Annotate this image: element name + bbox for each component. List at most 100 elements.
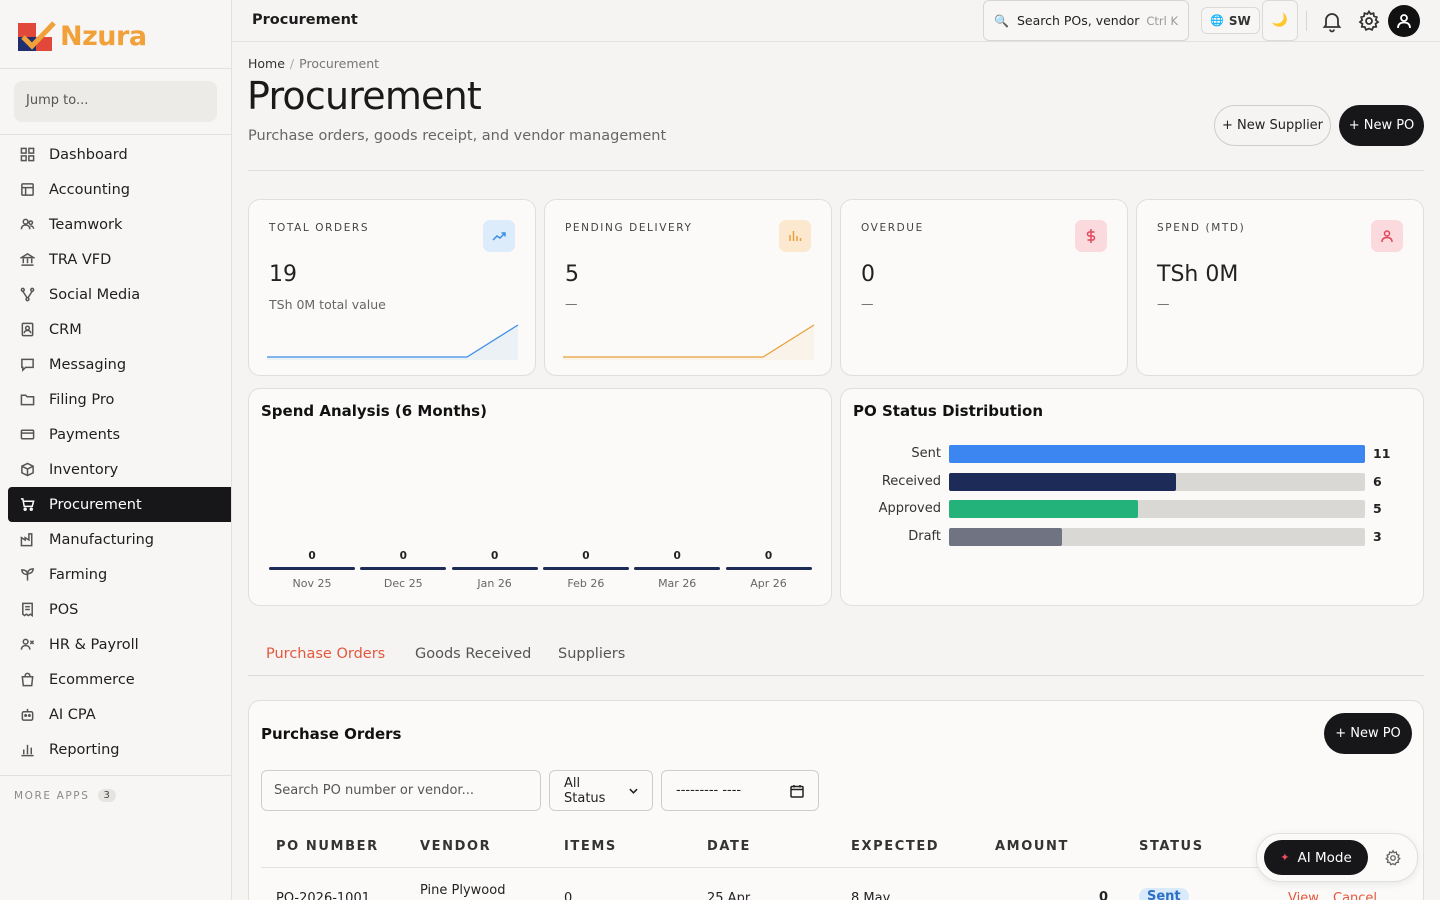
language-button[interactable]: 🌐 SW [1201, 7, 1260, 34]
kpi-sparkline [563, 324, 815, 360]
column-header-items[interactable]: ITEMS [564, 839, 617, 854]
settings-button[interactable] [1357, 9, 1381, 33]
status-bar-label: Approved [878, 501, 941, 517]
column-header-expected[interactable]: EXPECTED [851, 839, 940, 854]
kpi-subtext: — [1157, 296, 1170, 311]
sidebar-item-ecommerce[interactable]: Ecommerce [8, 662, 231, 697]
sidebar-item-accounting[interactable]: Accounting [8, 172, 231, 207]
tab-suppliers[interactable]: Suppliers [558, 646, 626, 662]
bell-icon [1322, 13, 1342, 33]
sidebar-item-dashboard[interactable]: Dashboard [8, 137, 231, 172]
user-icon [1371, 220, 1403, 252]
column-header-amount[interactable]: AMOUNT [995, 839, 1069, 854]
status-filter-select[interactable]: All Status [549, 770, 653, 811]
sidebar-item-reporting[interactable]: Reporting [8, 732, 231, 767]
date-filter-placeholder: --------- ---- [676, 783, 742, 798]
cancel-link[interactable]: Cancel [1333, 891, 1378, 900]
spend-bar-label: Apr 26 [750, 577, 787, 590]
spend-bar [269, 567, 355, 570]
globe-icon: 🌐 [1210, 14, 1224, 27]
column-header-po-number[interactable]: PO NUMBER [276, 839, 379, 854]
kpi-value: 19 [269, 262, 297, 287]
breadcrumb-separator: / [289, 56, 295, 71]
user-avatar-button[interactable] [1388, 5, 1420, 37]
breadcrumb: Home / Procurement [248, 56, 379, 71]
new-po-button[interactable]: + New PO [1339, 105, 1424, 146]
page-title: Procurement [247, 74, 482, 118]
sidebar-item-tra-vfd[interactable]: TRA VFD [8, 242, 231, 277]
new-supplier-button[interactable]: + New Supplier [1214, 105, 1331, 146]
sidebar-nav: Dashboard Accounting Teamwork TRA VFD So… [8, 137, 231, 767]
logo-mark-icon [18, 19, 58, 53]
sidebar-item-filing-pro[interactable]: Filing Pro [8, 382, 231, 417]
kpi-subtext: — [861, 296, 874, 311]
bot-icon [21, 708, 34, 721]
breadcrumb-home[interactable]: Home [248, 56, 285, 71]
sidebar-item-messaging[interactable]: Messaging [8, 347, 231, 382]
po-date: 25 Apr [707, 891, 751, 900]
view-link[interactable]: View [1288, 891, 1319, 900]
global-search-input[interactable]: 🔍 Search POs, vendors... Ctrl K [983, 0, 1189, 41]
theme-toggle-button[interactable]: 🌙 [1262, 0, 1298, 41]
po-amount: 0 [1099, 890, 1109, 900]
sidebar-item-label: Payments [49, 426, 121, 443]
column-header-vendor[interactable]: VENDOR [420, 839, 492, 854]
status-filter-value: All Status [564, 775, 606, 806]
notifications-button[interactable] [1320, 9, 1344, 33]
sidebar-divider [0, 68, 231, 69]
sidebar-item-inventory[interactable]: Inventory [8, 452, 231, 487]
bar-chart-icon [21, 744, 34, 757]
sidebar-item-farming[interactable]: Farming [8, 557, 231, 592]
spend-bar-label: Mar 26 [658, 577, 697, 590]
new-po-button[interactable]: + New PO [1324, 713, 1412, 754]
sidebar-item-payments[interactable]: Payments [8, 417, 231, 452]
sidebar-item-social-media[interactable]: Social Media [8, 277, 231, 312]
column-header-status[interactable]: STATUS [1139, 839, 1204, 854]
sidebar-item-manufacturing[interactable]: Manufacturing [8, 522, 231, 557]
sidebar-item-label: POS [49, 601, 79, 618]
sidebar-item-crm[interactable]: CRM [8, 312, 231, 347]
ai-mode-button[interactable]: ✦ AI Mode [1264, 840, 1368, 875]
sidebar-item-label: AI CPA [49, 706, 96, 723]
kpi-card-spend-mtd: SPEND (MTD) TSh 0M — [1136, 199, 1424, 376]
sidebar-item-label: Social Media [49, 286, 141, 303]
chevron-down-icon [629, 788, 638, 794]
contact-icon [21, 322, 34, 337]
po-status-card: PO Status Distribution Sent 11 Received 6 Ap… [840, 388, 1424, 606]
gear-icon[interactable] [1384, 849, 1402, 867]
sidebar-item-procurement[interactable]: Procurement [8, 487, 231, 522]
date-filter-input[interactable]: --------- ---- [661, 770, 819, 811]
user-x-icon [20, 638, 35, 650]
tab-purchase-orders[interactable]: Purchase Orders [266, 646, 386, 662]
language-label: SW [1228, 13, 1251, 28]
more-apps-toggle[interactable]: MORE APPS 3 [14, 789, 116, 802]
sidebar-item-hr-payroll[interactable]: HR & Payroll [8, 627, 231, 662]
bars-icon [779, 220, 811, 252]
spend-bar-value: 0 [490, 550, 499, 562]
search-placeholder: Search POs, vendors... [1016, 13, 1140, 28]
tab-goods-received[interactable]: Goods Received [415, 646, 532, 662]
brand-logo[interactable]: Nzura [18, 18, 148, 54]
spend-bar [451, 567, 538, 570]
status-bar-value: 6 [1373, 473, 1382, 489]
topbar-divider [1306, 11, 1307, 31]
share-icon [20, 287, 35, 302]
item-count: 0 [564, 891, 573, 900]
search-icon: 🔍 [994, 13, 1009, 28]
sidebar-item-teamwork[interactable]: Teamwork [8, 207, 231, 242]
spend-bar-chart: 0 Nov 25 0 Dec 25 0 Jan 26 0 Feb 26 0 Mar 26 0 Apr … [269, 539, 812, 590]
sidebar-divider [0, 775, 231, 776]
status-bar-label: Sent [911, 446, 941, 461]
topbar: Procurement 🔍 Search POs, vendors... Ctr… [232, 0, 1440, 42]
column-header-date[interactable]: DATE [707, 839, 751, 854]
status-bar-value: 3 [1373, 529, 1382, 545]
spend-bar-value: 0 [582, 550, 590, 562]
breadcrumb-current: Procurement [299, 56, 380, 71]
status-bar-label: Draft [908, 529, 941, 545]
sidebar-item-pos[interactable]: POS [8, 592, 231, 627]
sprout-icon [21, 568, 34, 581]
po-search-input[interactable]: Search PO number or vendor... [261, 770, 541, 811]
sidebar-item-ai-cpa[interactable]: AI CPA [8, 697, 231, 732]
jump-to-input[interactable]: Jump to... [14, 81, 217, 122]
procurement-tabs: Purchase Orders Goods Received Suppliers [248, 634, 1424, 676]
